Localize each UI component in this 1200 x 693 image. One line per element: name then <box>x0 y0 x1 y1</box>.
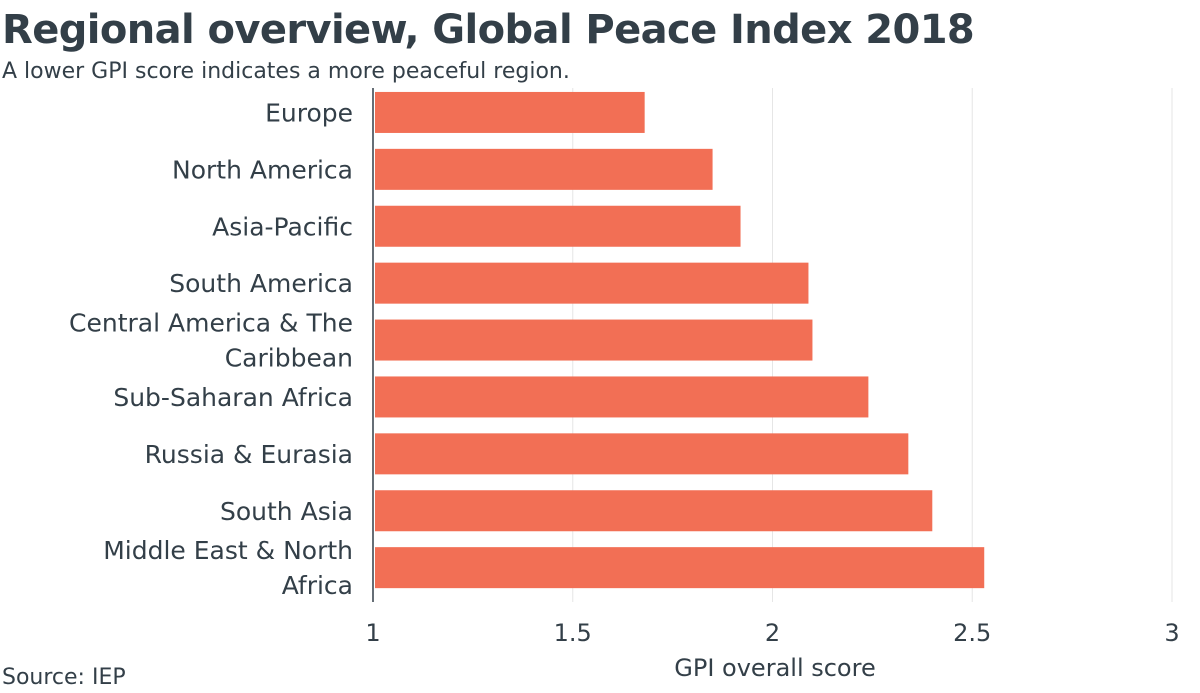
bar <box>375 262 809 304</box>
x-tick-label: 2.5 <box>953 619 991 647</box>
bar <box>375 91 645 133</box>
category-labels: Europe North America Asia-Pacific South Ame… <box>69 98 353 600</box>
x-axis-ticks: 1 1.5 2 2.5 3 <box>365 619 1179 647</box>
category-label: Middle East & North Africa <box>103 536 353 600</box>
bar <box>375 490 933 532</box>
category-label: Europe <box>265 98 353 127</box>
x-tick-label: 1.5 <box>554 619 592 647</box>
chart-subtitle: A lower GPI score indicates a more peace… <box>2 59 570 84</box>
x-tick-label: 1 <box>365 619 380 647</box>
category-label: North America <box>172 155 353 184</box>
chart-title: Regional overview, Global Peace Index 20… <box>2 7 975 53</box>
category-label: Asia-Pacific <box>212 212 353 241</box>
bar <box>375 205 741 247</box>
x-axis-title: GPI overall score <box>674 654 875 682</box>
x-tick-label: 3 <box>1164 619 1179 647</box>
category-label: Central America & The Caribbean <box>69 309 353 373</box>
category-label: South Asia <box>220 497 353 526</box>
source-note: Source: IEP <box>2 665 126 690</box>
category-label: Russia & Eurasia <box>145 440 353 469</box>
bar <box>375 148 713 190</box>
bar <box>375 547 985 589</box>
category-label: Sub-Saharan Africa <box>113 383 353 412</box>
bar <box>375 433 909 475</box>
bar <box>375 319 813 361</box>
bars <box>375 91 985 589</box>
x-tick-label: 2 <box>765 619 780 647</box>
category-label: South America <box>169 269 353 298</box>
bar <box>375 376 869 418</box>
